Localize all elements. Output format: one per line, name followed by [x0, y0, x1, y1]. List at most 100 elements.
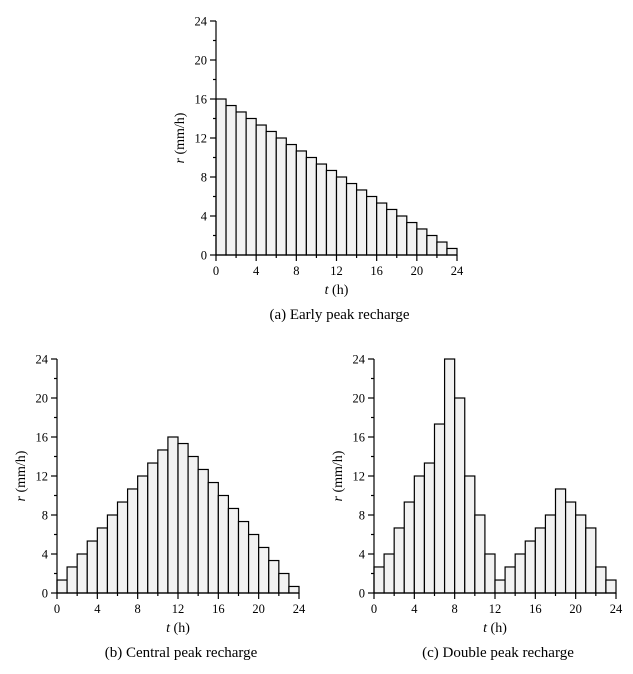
x-tick-label: 20 — [569, 602, 582, 616]
bar — [383, 553, 395, 594]
bar — [116, 501, 129, 594]
bar — [265, 130, 277, 256]
y-tick-label: 0 — [359, 587, 365, 601]
x-tick-label: 16 — [529, 602, 542, 616]
bar — [504, 566, 516, 594]
bar — [268, 559, 280, 594]
bar — [474, 514, 486, 594]
bar — [235, 111, 247, 256]
x-tick-label: 16 — [370, 264, 383, 278]
bar — [585, 527, 597, 594]
bar — [197, 468, 209, 594]
y-tick-label: 16 — [353, 431, 366, 445]
bar — [217, 494, 230, 594]
panel-early-peak: 0 4 8 12 16 20 24 0 4 8 12 16 20 24 t (h) r (mm/h) (a) E… — [173, 15, 464, 324]
bar — [386, 208, 398, 256]
x-tick-label: 12 — [330, 264, 343, 278]
bar — [278, 572, 290, 594]
bar — [575, 514, 587, 594]
y-tick-label: 16 — [36, 431, 49, 445]
bar — [86, 540, 98, 594]
panel-caption: (a) Early peak recharge — [269, 307, 409, 323]
y-tick-label: 4 — [42, 548, 49, 562]
y-tick-label: 12 — [36, 470, 49, 484]
bar — [215, 98, 227, 256]
bar — [464, 475, 476, 594]
x-tick-label: 16 — [212, 602, 225, 616]
bar — [605, 579, 617, 594]
panel-caption: (c) Double peak recharge — [422, 645, 574, 661]
bar — [454, 397, 466, 594]
x-axis-title: t (h) — [325, 283, 349, 298]
bar — [524, 540, 536, 594]
bar — [335, 176, 348, 256]
panel-double-peak: 0 4 8 12 16 20 24 0 4 8 12 16 20 24 t (h) r (mm/h) (c) D… — [331, 353, 623, 662]
y-tick-label: 24 — [36, 353, 49, 367]
bar — [406, 221, 418, 256]
bar — [247, 533, 260, 594]
y-tick-label: 24 — [353, 353, 366, 367]
bar — [207, 481, 219, 594]
bar — [373, 566, 385, 594]
panel-caption: (b) Central peak recharge — [105, 645, 258, 661]
y-tick-label: 8 — [359, 509, 365, 523]
x-tick-label: 24 — [451, 264, 464, 278]
bar — [393, 527, 405, 594]
y-tick-label: 0 — [201, 249, 207, 263]
bar — [403, 501, 415, 594]
y-axis-title: r (mm/h) — [331, 450, 346, 501]
bar — [167, 436, 179, 594]
y-tick-label: 4 — [201, 210, 208, 224]
x-tick-label: 12 — [489, 602, 502, 616]
bar — [56, 579, 68, 594]
bar — [157, 449, 169, 594]
y-tick-label: 0 — [42, 587, 48, 601]
bar — [315, 163, 328, 256]
bar — [245, 117, 257, 256]
bar — [544, 514, 557, 594]
bar — [534, 527, 547, 594]
y-tick-label: 4 — [359, 548, 366, 562]
bar — [484, 553, 496, 594]
x-tick-label: 8 — [452, 602, 458, 616]
bar — [423, 462, 436, 594]
bar — [147, 462, 159, 594]
x-tick-label: 24 — [293, 602, 306, 616]
x-tick-label: 4 — [253, 264, 260, 278]
bar — [355, 189, 368, 256]
bar — [295, 150, 307, 256]
y-tick-label: 20 — [353, 392, 366, 406]
bar — [227, 507, 240, 594]
bar — [187, 455, 199, 594]
y-tick-label: 20 — [195, 54, 208, 68]
bar — [66, 566, 78, 594]
bar — [225, 104, 237, 256]
bar — [177, 442, 189, 594]
panel-central-peak: 0 4 8 12 16 20 24 0 4 8 12 16 20 24 t (h) r (mm/h) (b) C… — [14, 353, 306, 662]
bar — [76, 553, 88, 594]
bar — [237, 520, 250, 594]
bar — [494, 579, 506, 594]
y-tick-label: 8 — [42, 509, 48, 523]
x-tick-label: 0 — [213, 264, 219, 278]
y-tick-label: 12 — [353, 470, 366, 484]
x-tick-label: 4 — [411, 602, 418, 616]
bar — [433, 423, 446, 594]
bar — [595, 566, 607, 594]
bar — [426, 234, 438, 256]
bar — [275, 137, 287, 256]
bar — [255, 124, 267, 256]
bar — [446, 247, 458, 256]
x-tick-label: 20 — [252, 602, 265, 616]
bar — [366, 195, 378, 256]
x-tick-label: 8 — [135, 602, 141, 616]
bar — [396, 215, 408, 256]
bar — [564, 501, 577, 594]
y-tick-label: 20 — [36, 392, 49, 406]
bar — [376, 202, 388, 256]
y-tick-label: 24 — [195, 15, 208, 29]
x-tick-label: 12 — [172, 602, 185, 616]
bar — [288, 585, 300, 594]
y-tick-label: 12 — [195, 132, 208, 146]
